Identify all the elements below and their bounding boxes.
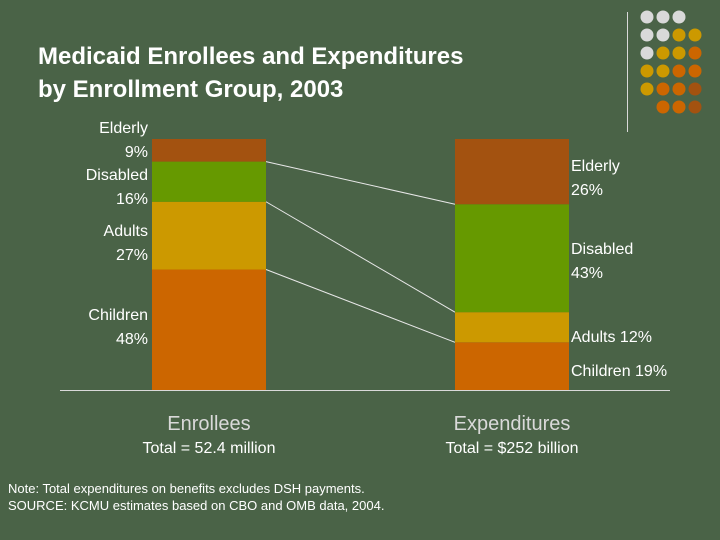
decorative-dot: [656, 28, 670, 42]
enrollee-label-adults-value: 27%: [116, 247, 148, 264]
decorative-dot-grid-icon: [640, 10, 702, 114]
decorative-dot: [640, 28, 654, 42]
bar-expenditures-children: [455, 342, 569, 390]
expenditure-label-adults-line-1: Adults 12%: [571, 329, 652, 346]
title-line-1: Medicaid Enrollees and Expenditures: [38, 43, 464, 70]
decorative-dot: [672, 64, 686, 78]
expenditure-label-elderly-line-2: 26%: [571, 182, 603, 199]
bar-expenditures-adults: [455, 312, 569, 343]
bar-expenditures-disabled: [455, 204, 569, 313]
decorative-dot: [672, 82, 686, 96]
bar-enrollees-children: [152, 269, 266, 390]
enrollee-label-disabled-name: Disabled: [86, 167, 148, 184]
slide-title: Medicaid Enrollees and Expenditures by E…: [38, 40, 598, 106]
note-line-2: SOURCE: KCMU estimates based on CBO and …: [8, 498, 385, 513]
decorative-dot: [672, 100, 686, 114]
bar-expenditures-elderly: [455, 139, 569, 205]
decorative-dot: [688, 46, 702, 60]
decorative-dot: [656, 46, 670, 60]
decorative-dot: [640, 64, 654, 78]
enrollee-label-children-value: 48%: [116, 331, 148, 348]
connector-line: [265, 201, 456, 313]
note-line-1: Note: Total expenditures on benefits exc…: [8, 481, 365, 496]
category-total-expenditures: Total = $252 billion: [446, 440, 579, 457]
category-total-enrollees: Total = 52.4 million: [143, 440, 276, 457]
enrollee-label-elderly-name: Elderly: [99, 120, 148, 137]
footnote: Note: Total expenditures on benefits exc…: [8, 480, 384, 514]
title-line-2: by Enrollment Group, 2003: [38, 76, 344, 103]
enrollee-label-elderly-value: 9%: [125, 144, 148, 161]
enrollee-label-adults-name: Adults: [104, 223, 148, 240]
decorative-dot: [640, 82, 654, 96]
decorative-dot: [656, 82, 670, 96]
decorative-dot: [688, 82, 702, 96]
expenditure-label-children-line-1: Children 19%: [571, 363, 667, 380]
decorative-dot: [656, 64, 670, 78]
connector-line: [265, 161, 456, 205]
decorative-dot: [640, 46, 654, 60]
decorative-dot: [672, 28, 686, 42]
bar-enrollees-adults: [152, 201, 266, 270]
bar-enrollees-elderly: [152, 139, 266, 162]
expenditure-label-disabled-line-2: 43%: [571, 265, 603, 282]
decorative-dot: [688, 64, 702, 78]
expenditure-label-elderly-line-1: Elderly: [571, 158, 620, 175]
decorative-dot: [672, 10, 686, 24]
category-label-enrollees: Enrollees: [167, 413, 250, 435]
category-label-expenditures: Expenditures: [454, 413, 571, 435]
connector-line: [265, 269, 456, 343]
bar-enrollees-disabled: [152, 161, 266, 202]
enrollee-label-children-name: Children: [88, 307, 148, 324]
decorative-dot: [688, 28, 702, 42]
enrollee-label-disabled-value: 16%: [116, 191, 148, 208]
decorative-divider: [627, 12, 628, 132]
decorative-dot: [672, 46, 686, 60]
decorative-dot: [640, 10, 654, 24]
decorative-dot: [656, 10, 670, 24]
decorative-dot: [688, 100, 702, 114]
expenditure-label-disabled-line-1: Disabled: [571, 241, 633, 258]
decorative-dot: [656, 100, 670, 114]
